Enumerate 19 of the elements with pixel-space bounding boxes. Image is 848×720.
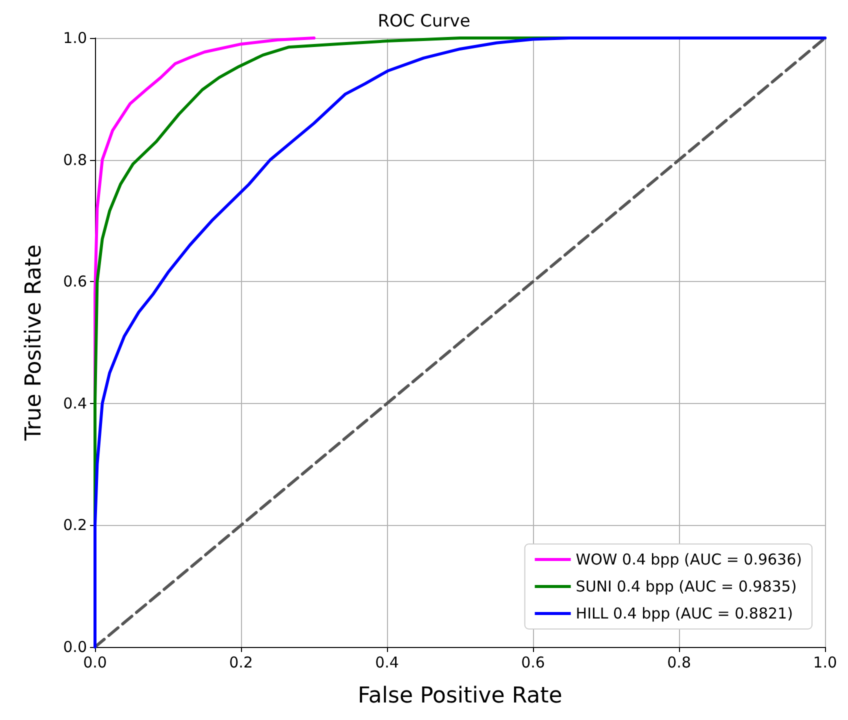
chart-title: ROC Curve xyxy=(378,12,470,32)
x-tick-label: 1.0 xyxy=(813,654,837,672)
x-tick-label: 0.2 xyxy=(229,654,253,672)
x-tick-label: 0.4 xyxy=(375,654,399,672)
y-axis-title: True Positive Rate xyxy=(22,244,46,442)
y-tick-label: 0.4 xyxy=(63,394,87,412)
y-tick-label: 1.0 xyxy=(63,29,87,47)
line-series xyxy=(94,36,827,648)
x-tick-label: 0.0 xyxy=(83,654,107,672)
x-axis-title: False Positive Rate xyxy=(358,684,562,708)
y-tick-label: 0.0 xyxy=(63,638,87,656)
x-tick-label: 0.6 xyxy=(521,654,545,672)
legend-label: WOW 0.4 bpp (AUC = 0.9636) xyxy=(576,550,802,568)
y-tick-label: 0.8 xyxy=(63,150,87,169)
legend-label: SUNI 0.4 bpp (AUC = 0.9835) xyxy=(576,578,797,596)
x-tick-label: 0.8 xyxy=(667,654,691,672)
legend-label: HILL 0.4 bpp (AUC = 0.8821) xyxy=(576,604,793,622)
y-tick-label: 0.2 xyxy=(63,516,87,534)
y-tick-label: 0.6 xyxy=(63,272,87,291)
